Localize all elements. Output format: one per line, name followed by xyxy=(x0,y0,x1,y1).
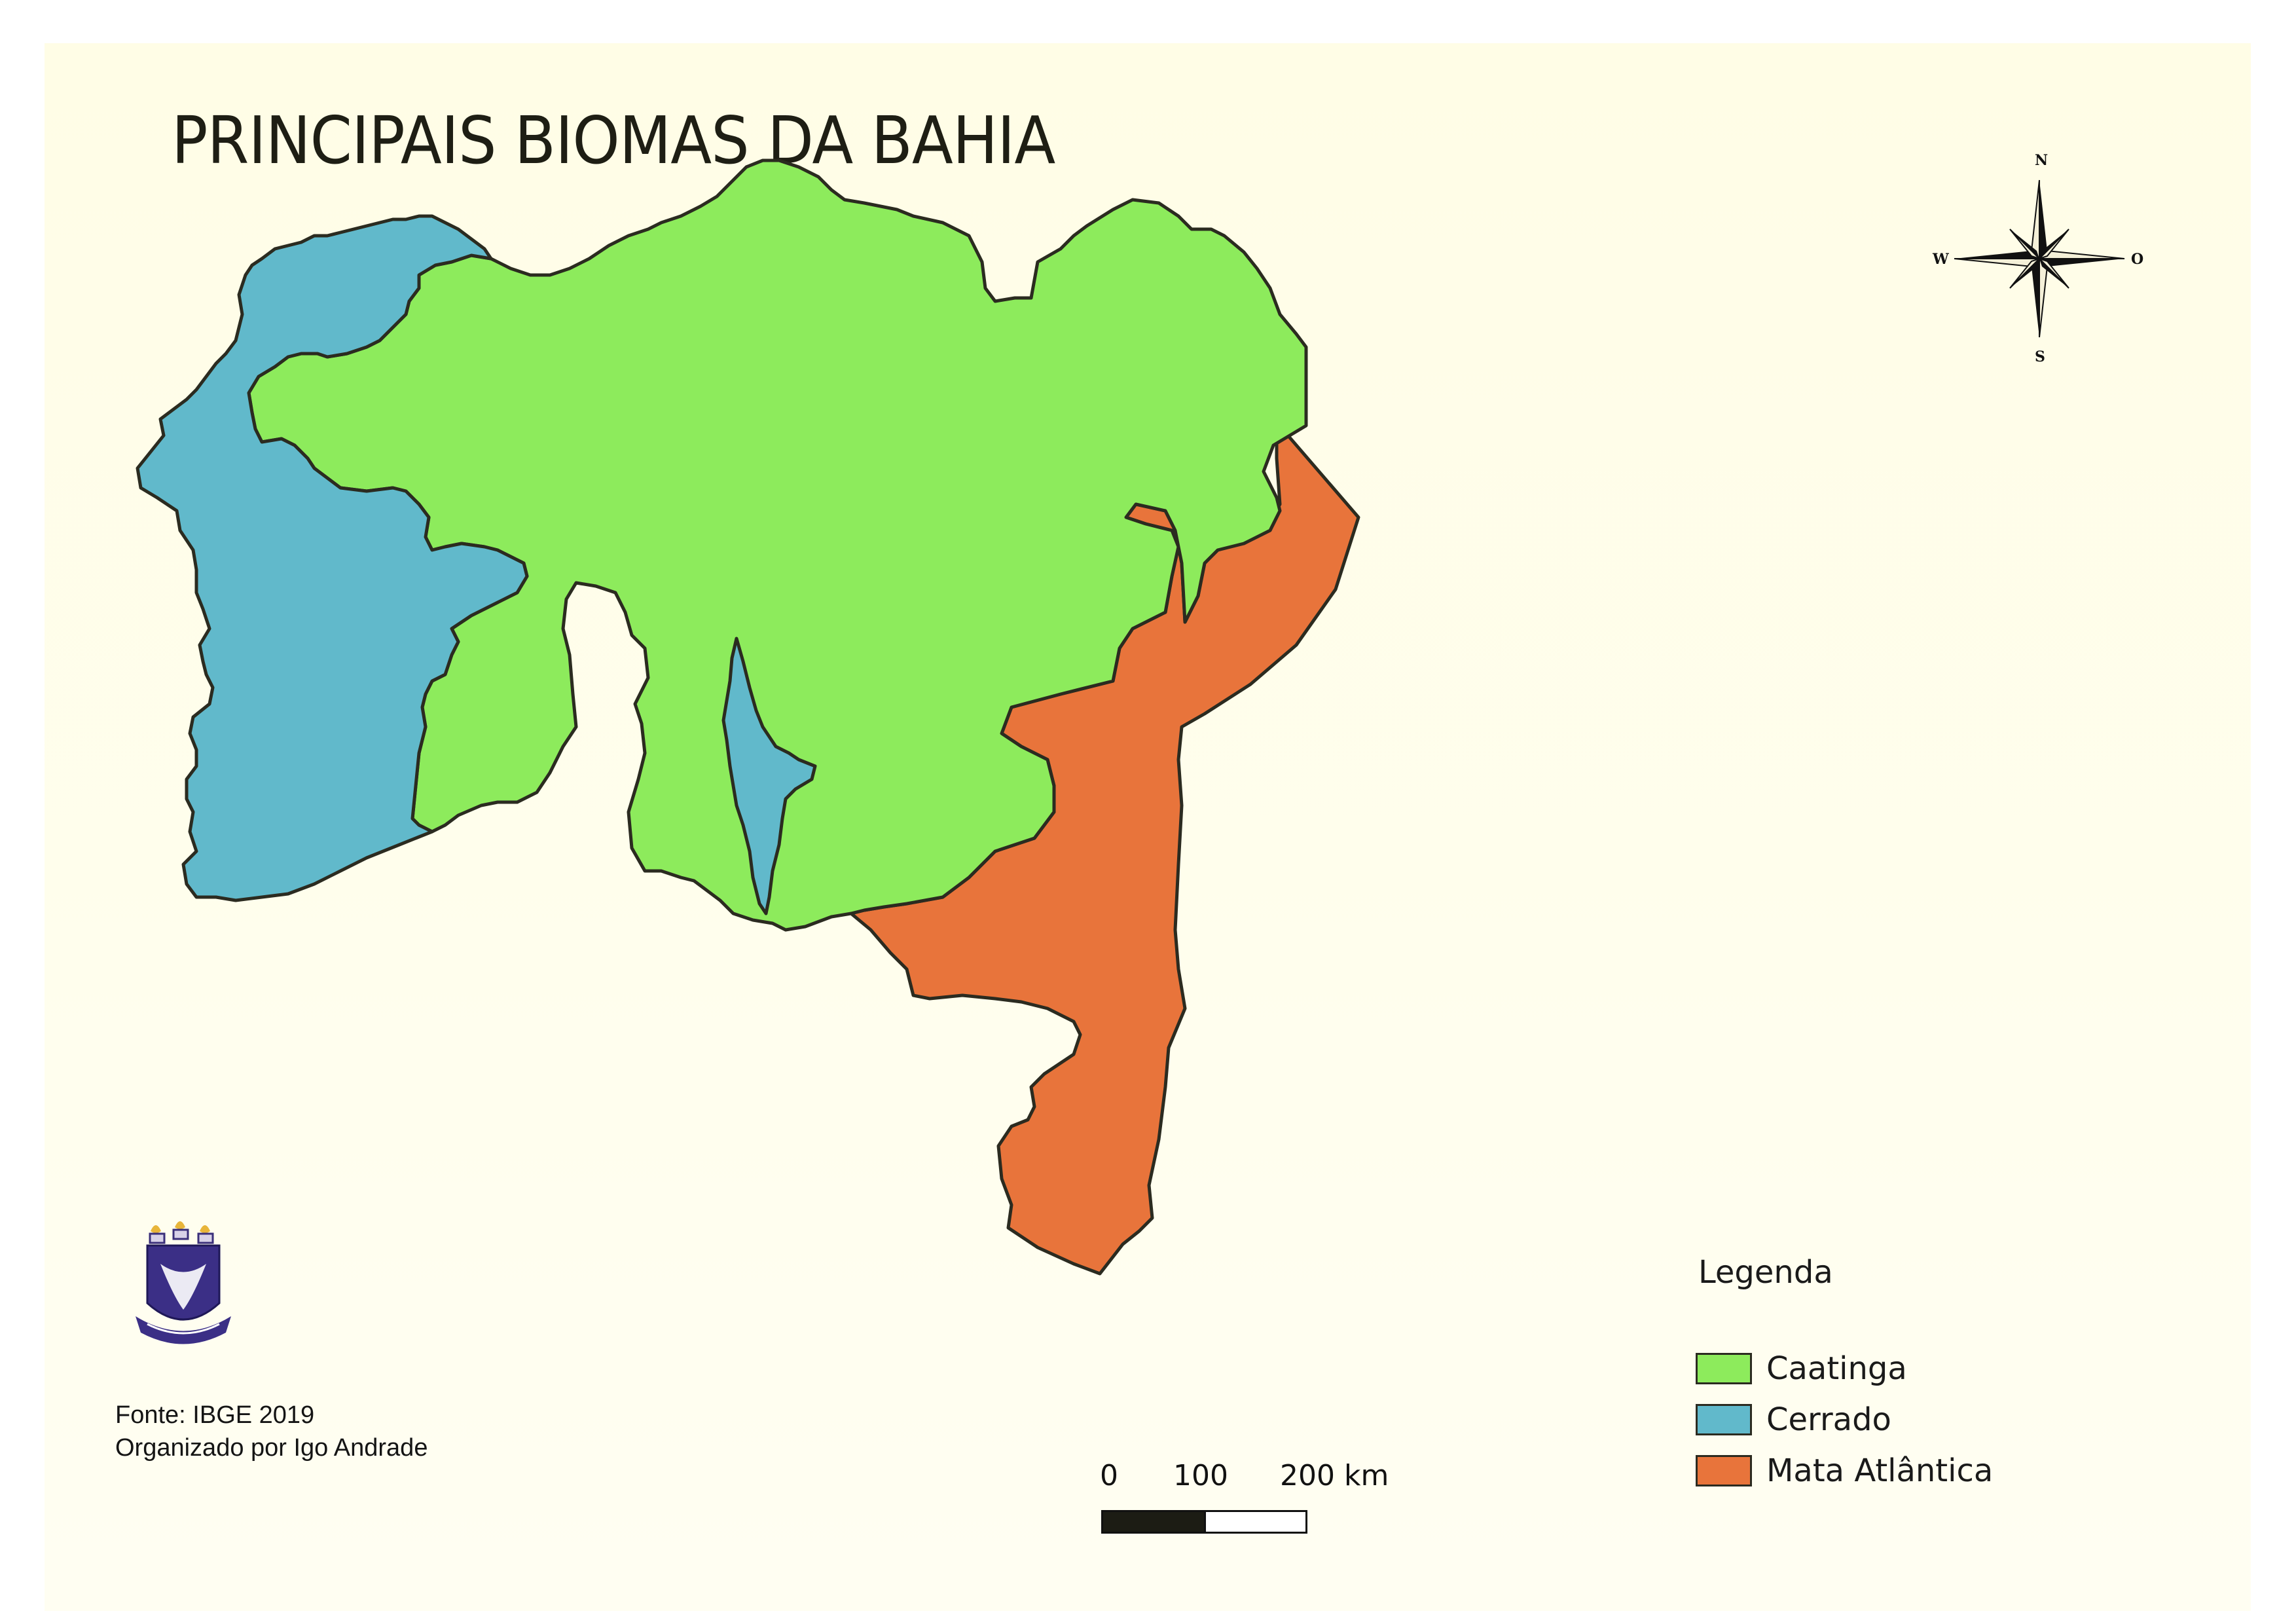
legend-label-cerrado: Cerrado xyxy=(1766,1401,1891,1438)
legend-title: Legenda xyxy=(1698,1254,1833,1291)
legend-swatch-cerrado xyxy=(1696,1404,1752,1435)
scale-segment-dark xyxy=(1101,1510,1206,1534)
credits-author: Organizado por Igo Andrade xyxy=(115,1434,428,1462)
scale-label-200: 200 km xyxy=(1280,1459,1389,1492)
legend-item-caatinga: Caatinga xyxy=(1696,1343,2036,1394)
compass-north-label: N xyxy=(2035,152,2048,169)
compass-rose: N S W O xyxy=(1932,152,2143,365)
map-credits: Fonte: IBGE 2019 Organizado por Igo Andr… xyxy=(115,1399,428,1464)
compass-east-label: O xyxy=(2131,251,2143,268)
scale-bar: 0 100 200 km xyxy=(1100,1459,1389,1544)
map-title: PRINCIPAIS BIOMAS DA BAHIA xyxy=(172,102,1055,179)
region-cerrado[interactable] xyxy=(136,214,529,902)
university-crest-icon xyxy=(136,1221,231,1344)
scale-segment-light xyxy=(1204,1510,1307,1534)
legend-item-cerrado: Cerrado xyxy=(1696,1394,2036,1445)
compass-south-label: S xyxy=(2035,348,2045,365)
compass-west-label: W xyxy=(1932,251,1949,268)
credits-source: Fonte: IBGE 2019 xyxy=(115,1401,315,1429)
legend-swatch-mata-atlantica xyxy=(1696,1455,1752,1486)
legend: Legenda Caatinga Cerrado Mata Atlântica xyxy=(1696,1254,2036,1496)
legend-swatch-caatinga xyxy=(1696,1353,1752,1384)
scale-label-0: 0 xyxy=(1100,1459,1118,1492)
legend-label-caatinga: Caatinga xyxy=(1766,1350,1907,1387)
compass-rose-icon xyxy=(1954,179,2125,338)
scale-label-100: 100 xyxy=(1173,1459,1228,1492)
region-cerrado-river-valley[interactable] xyxy=(721,637,817,915)
legend-item-mata-atlantica: Mata Atlântica xyxy=(1696,1445,2036,1496)
legend-label-mata-atlantica: Mata Atlântica xyxy=(1766,1452,1994,1489)
